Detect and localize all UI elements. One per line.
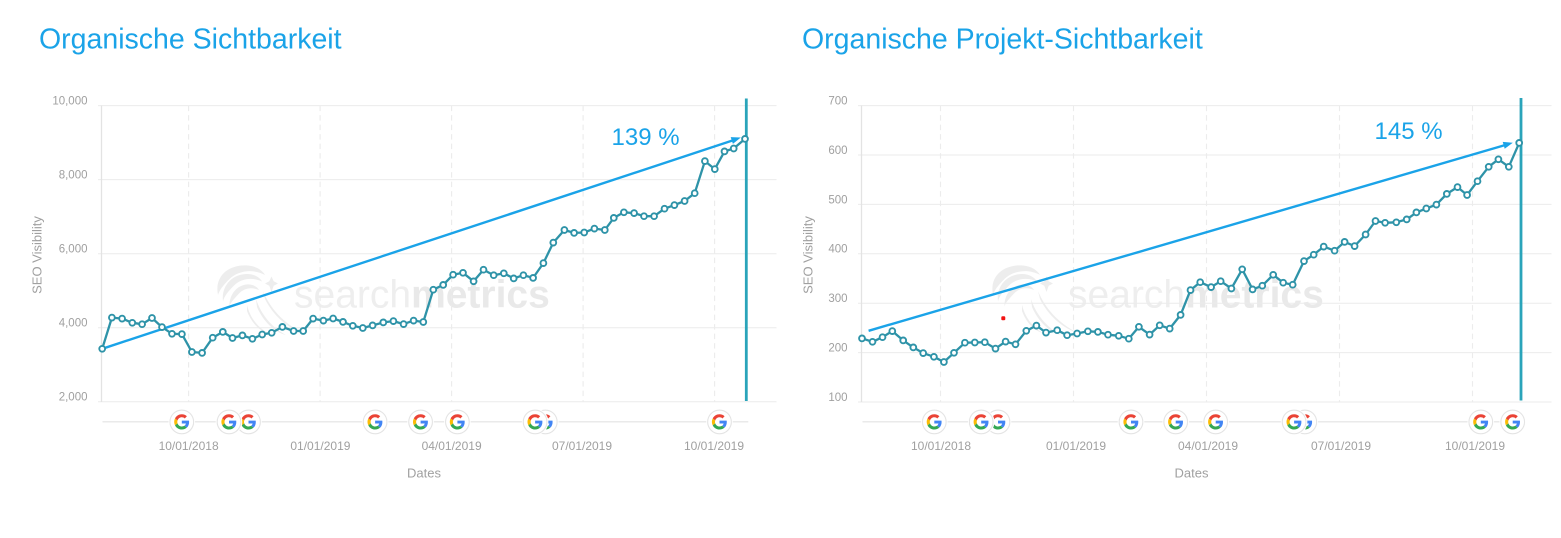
svg-text:10/01/2019: 10/01/2019 <box>684 439 744 453</box>
svg-text:700: 700 <box>828 96 847 108</box>
svg-text:145 %: 145 % <box>1375 118 1443 145</box>
svg-text:SEO Visibility: SEO Visibility <box>801 216 816 294</box>
svg-text:Organische Projekt-Sichtbarkei: Organische Projekt-Sichtbarkeit <box>802 24 1203 56</box>
svg-text:6,000: 6,000 <box>59 244 88 256</box>
svg-text:Dates: Dates <box>1175 466 1209 481</box>
svg-text:SEO Visibility: SEO Visibility <box>30 216 45 294</box>
svg-text:100: 100 <box>828 392 847 404</box>
svg-text:searchmetrics: searchmetrics <box>294 274 550 317</box>
svg-text:2,000: 2,000 <box>59 392 88 404</box>
svg-text:600: 600 <box>828 145 847 157</box>
svg-text:300: 300 <box>828 293 847 305</box>
svg-text:10,000: 10,000 <box>52 96 87 108</box>
svg-text:04/01/2019: 04/01/2019 <box>422 439 482 453</box>
svg-text:8,000: 8,000 <box>59 170 88 182</box>
svg-text:Organische Sichtbarkeit: Organische Sichtbarkeit <box>39 24 342 56</box>
svg-text:07/01/2019: 07/01/2019 <box>552 439 612 453</box>
svg-text:searchmetrics: searchmetrics <box>1068 274 1324 317</box>
svg-text:400: 400 <box>828 244 847 256</box>
svg-text:01/01/2019: 01/01/2019 <box>290 439 350 453</box>
svg-text:04/01/2019: 04/01/2019 <box>1178 439 1238 453</box>
svg-text:10/01/2019: 10/01/2019 <box>1445 439 1505 453</box>
svg-text:200: 200 <box>828 343 847 355</box>
svg-text:07/01/2019: 07/01/2019 <box>1311 439 1371 453</box>
svg-text:4,000: 4,000 <box>59 318 88 330</box>
svg-text:10/01/2018: 10/01/2018 <box>159 439 219 453</box>
svg-text:139 %: 139 % <box>612 124 680 151</box>
svg-text:10/01/2018: 10/01/2018 <box>911 439 971 453</box>
svg-text:Dates: Dates <box>407 466 441 481</box>
svg-text:01/01/2019: 01/01/2019 <box>1046 439 1106 453</box>
svg-text:500: 500 <box>828 194 847 206</box>
